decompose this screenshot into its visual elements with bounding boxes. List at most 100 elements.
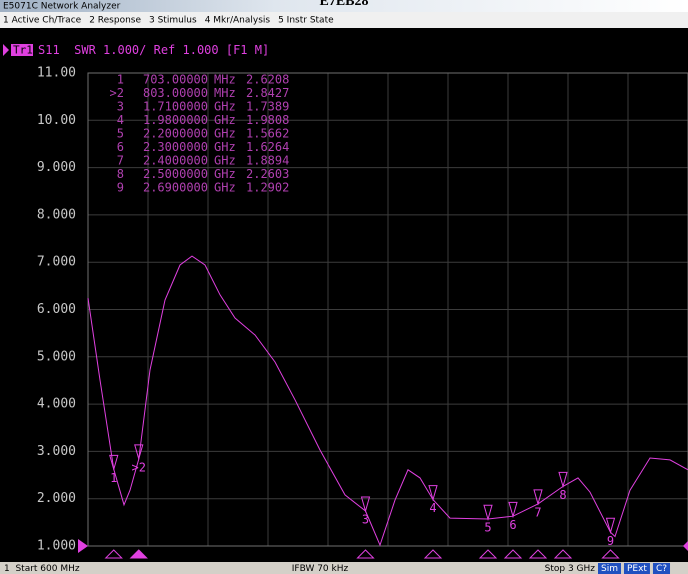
marker-symbol[interactable]	[483, 504, 493, 522]
marker-symbol[interactable]	[428, 485, 438, 502]
stimulus-marker[interactable]	[478, 549, 498, 559]
marker-frequency: 2.2000000	[143, 127, 208, 141]
marker-symbol-label: 7	[534, 505, 541, 519]
marker-symbol-label: 9	[607, 534, 614, 548]
stimulus-marker[interactable]	[423, 549, 443, 559]
marker-symbol-label: 6	[509, 518, 516, 532]
marker-value: 2.8427	[246, 86, 289, 100]
marker-frequency: 2.4000000	[143, 154, 208, 168]
marker-symbol[interactable]	[134, 444, 144, 461]
marker-number: 6	[117, 140, 124, 154]
marker-value: 1.7389	[246, 100, 289, 114]
y-tick-label: 5.000	[37, 349, 76, 364]
marker-symbol[interactable]	[360, 496, 371, 513]
marker-unit: GHz	[214, 127, 236, 141]
marker-number: 1	[117, 73, 124, 87]
header-text: E7EB28	[319, 0, 368, 9]
marker-number: 4	[117, 113, 124, 127]
stimulus-marker[interactable]	[601, 549, 620, 559]
marker-frequency: 703.00000	[143, 73, 208, 87]
marker-number: 3	[117, 100, 124, 114]
marker-symbol-label: 4	[429, 501, 436, 515]
marker-symbol[interactable]	[508, 501, 518, 519]
menu-bar	[0, 12, 688, 28]
marker-symbol-label: 5	[484, 521, 491, 535]
status-ifbw: IFBW 70 kHz	[292, 564, 349, 574]
marker-unit: GHz	[214, 167, 236, 181]
stimulus-marker[interactable]	[129, 549, 148, 559]
marker-unit: GHz	[214, 100, 236, 114]
y-tick-label: 11.00	[37, 66, 76, 81]
marker-value: 2.6208	[246, 73, 289, 87]
status-bar	[0, 562, 688, 574]
marker-frequency: 2.6900000	[143, 181, 208, 195]
marker-unit: GHz	[214, 140, 236, 154]
marker-unit: GHz	[214, 154, 236, 168]
y-tick-label: 9.000	[37, 160, 76, 175]
stimulus-marker[interactable]	[528, 549, 548, 559]
status-button[interactable]	[623, 563, 650, 574]
marker-number: 9	[117, 181, 124, 195]
marker-unit: MHz	[214, 86, 236, 100]
trace-arrow	[3, 44, 9, 56]
status-button-label[interactable]: PExt	[627, 564, 647, 574]
marker-frequency: 803.00000	[143, 86, 208, 100]
reference-marker	[78, 539, 88, 553]
marker-value: 1.2902	[246, 181, 289, 195]
status-button[interactable]	[598, 563, 621, 574]
marker-value: 1.5662	[246, 127, 289, 141]
marker-symbol-label: 1	[110, 471, 117, 485]
status-buttons: Sim PExt C?	[598, 563, 671, 574]
status-start: 1 Start 600 MHz	[4, 564, 80, 574]
stimulus-marker[interactable]	[503, 549, 523, 559]
marker-frequency: 1.9800000	[143, 113, 208, 127]
marker-symbol[interactable]	[533, 489, 543, 506]
trace-label: Tr1	[13, 44, 33, 57]
marker-symbol[interactable]	[109, 454, 119, 472]
plot-frame	[87, 72, 688, 547]
menu-item[interactable]: 4 Mkr/Analysis	[205, 16, 271, 26]
stimulus-marker[interactable]	[104, 549, 123, 559]
y-tick-label: 10.00	[37, 113, 76, 128]
y-tick-label: 1.000	[37, 539, 76, 554]
marker-unit: GHz	[214, 181, 236, 195]
stimulus-marker[interactable]	[553, 549, 573, 559]
marker-frequency: 2.5000000	[143, 167, 208, 181]
marker-symbol[interactable]	[558, 471, 568, 489]
menu: 1 Active Ch/Trace 2 Response 3 Stimulus 4 M…	[3, 16, 334, 26]
status-button-label[interactable]: C?	[656, 564, 667, 574]
trace-header: S11 SWR 1.000/ Ref 1.000 [F1 M]	[38, 43, 269, 57]
marker-unit: GHz	[214, 113, 236, 127]
trace-tab[interactable]	[11, 44, 33, 56]
menu-item[interactable]: 5 Instr State	[278, 16, 334, 26]
title-bar	[0, 0, 688, 12]
y-tick-label: 7.000	[37, 255, 76, 270]
marker-frequency: 1.7100000	[143, 100, 208, 114]
display	[0, 28, 688, 562]
marker-value: 1.9808	[246, 113, 289, 127]
y-tick-label: 3.000	[37, 444, 76, 459]
y-tick-label: 2.000	[37, 491, 76, 506]
y-tick-label: 4.000	[37, 397, 76, 412]
marker-number: 5	[117, 127, 124, 141]
plot: 11.00 10.00 9.000 8.000 7.000 6.000 5.000 4.000…	[37, 66, 688, 559]
marker-number: 8	[117, 167, 124, 181]
reference-marker-right	[683, 541, 688, 551]
status-button-label[interactable]: Sim	[601, 564, 618, 574]
window-title: E5071C Network Analyzer	[3, 2, 121, 12]
y-tick-label: 6.000	[37, 302, 76, 317]
marker-value: 1.6264	[246, 140, 289, 154]
marker-frequency: 2.3000000	[143, 140, 208, 154]
marker-value: 1.8894	[246, 154, 289, 168]
menu-item[interactable]: 2 Response	[89, 16, 141, 26]
menu-item[interactable]: 1 Active Ch/Trace	[3, 16, 82, 26]
marker-symbol[interactable]	[605, 517, 616, 535]
marker-symbol-label: 3	[362, 513, 369, 527]
stimulus-marker[interactable]	[356, 549, 375, 559]
status-button[interactable]	[652, 563, 671, 574]
marker-symbol-label: 8	[559, 488, 566, 502]
marker-unit: MHz	[214, 73, 236, 87]
menu-item[interactable]: 3 Stimulus	[149, 16, 197, 26]
